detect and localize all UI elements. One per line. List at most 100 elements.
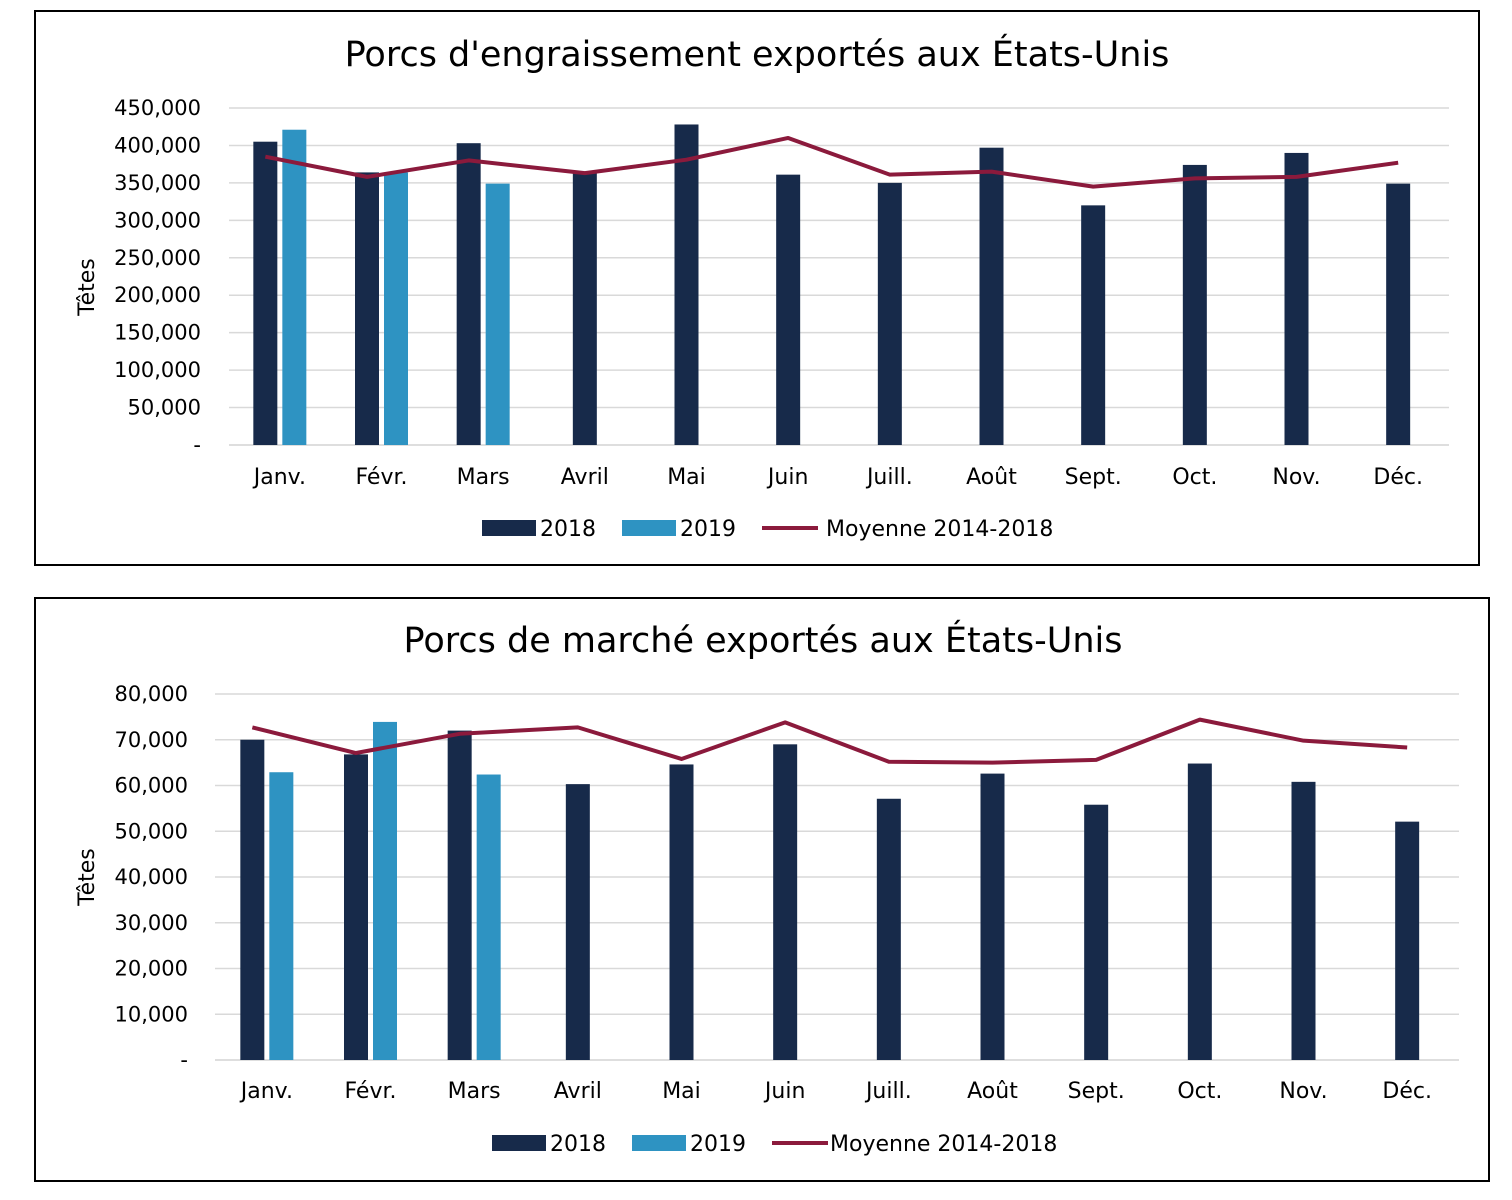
y-tick-label: 450,000 — [114, 96, 201, 120]
bar-2018 — [674, 124, 699, 445]
x-tick-labels: Janv. Févr. Mars Avril Mai Juin Juill. Août Sept… — [239, 1079, 1432, 1104]
y-tick-label: 80,000 — [115, 682, 188, 706]
bar-2018 — [565, 784, 590, 1060]
y-tick-label: 70,000 — [115, 728, 188, 752]
y-tick-label: 60,000 — [115, 774, 188, 798]
x-tick-label: Oct. — [1172, 465, 1217, 490]
bar-2018 — [1084, 804, 1109, 1060]
legend-swatch-2019 — [622, 520, 676, 536]
average-line — [251, 717, 1408, 765]
x-tick-label: Juill. — [864, 1079, 912, 1104]
bar-2018 — [456, 143, 481, 445]
chart-title: Porcs de marché exportés aux États-Unis — [404, 619, 1123, 661]
legend: 2018 2019 Moyenne 2014-2018 — [482, 517, 1053, 542]
y-tick-label: 350,000 — [114, 171, 201, 195]
x-tick-label: Nov. — [1272, 465, 1320, 490]
x-tick-label: Janv. — [252, 465, 306, 490]
x-tick-label: Août — [967, 1079, 1018, 1104]
x-tick-label: Sept. — [1068, 1079, 1125, 1104]
bar-2018 — [253, 141, 278, 445]
bar-2018 — [877, 182, 902, 445]
average-line-path — [251, 717, 1408, 765]
x-tick-label: Juin — [763, 1079, 806, 1104]
chart-title: Porcs d'engraissement exportés aux États… — [345, 33, 1170, 75]
bar-2018 — [572, 172, 597, 445]
y-tick-label: 150,000 — [114, 321, 201, 345]
y-tick-label: 30,000 — [115, 911, 188, 935]
y-tick-label: 400,000 — [114, 133, 201, 157]
y-tick-label: 300,000 — [114, 208, 201, 232]
bar-2018 — [1182, 164, 1207, 445]
y-tick-label: 10,000 — [115, 1002, 188, 1026]
x-tick-label: Févr. — [344, 1079, 396, 1104]
bar-2018 — [344, 754, 368, 1060]
y-tick-labels: - 50,000 100,000 150,000 200,000 250,000 300,0… — [114, 96, 201, 457]
y-tick-labels: - 10,000 20,000 30,000 40,000 50,000 60,000 70,… — [115, 682, 188, 1072]
y-tick-label: 20,000 — [115, 957, 188, 981]
legend: 2018 2019 Moyenne 2014-2018 — [492, 1132, 1057, 1157]
bar-2018 — [240, 739, 265, 1060]
y-tick-label: 100,000 — [114, 358, 201, 382]
bar-2019 — [384, 172, 408, 445]
x-tick-label: Déc. — [1373, 465, 1423, 490]
bars — [253, 124, 1411, 446]
legend-label-average: Moyenne 2014-2018 — [826, 517, 1053, 542]
legend-label-2018: 2018 — [540, 517, 596, 542]
x-tick-label: Oct. — [1177, 1079, 1222, 1104]
bar-2018 — [980, 773, 1005, 1060]
average-line-path — [264, 135, 1399, 189]
y-tick-label: 200,000 — [114, 283, 201, 307]
y-axis-label: Têtes — [75, 258, 100, 317]
bar-2018 — [1081, 205, 1106, 445]
legend-swatch-2018 — [482, 520, 536, 536]
grid-lines — [229, 107, 1449, 446]
bar-2019 — [373, 721, 397, 1060]
bar-2018 — [773, 744, 798, 1060]
legend-swatch-2018 — [492, 1135, 546, 1151]
legend-label-2019: 2019 — [690, 1132, 746, 1157]
x-tick-label: Mars — [448, 1079, 501, 1104]
bar-2018 — [876, 798, 901, 1060]
grid-lines — [215, 693, 1459, 1061]
bar-2019 — [476, 774, 501, 1060]
x-tick-label: Déc. — [1382, 1079, 1432, 1104]
y-tick-label: 250,000 — [114, 246, 201, 270]
bar-2018 — [355, 172, 379, 445]
y-tick-label: 40,000 — [115, 865, 188, 889]
bar-2019 — [282, 129, 307, 445]
x-tick-label: Sept. — [1065, 465, 1122, 490]
chart-svg-engraissement: Porcs d'engraissement exportés aux États… — [75, 33, 1449, 542]
x-tick-label: Mai — [662, 1079, 701, 1104]
x-tick-label: Juill. — [865, 465, 913, 490]
chart-svg-marche: Porcs de marché exportés aux États-Unis … — [75, 619, 1459, 1157]
bar-2019 — [485, 183, 510, 446]
y-tick-label: 50,000 — [128, 396, 201, 420]
bar-2018 — [776, 174, 801, 445]
bar-2018 — [1395, 821, 1420, 1060]
y-tick-label: - — [193, 433, 201, 457]
x-tick-label: Mai — [667, 465, 706, 490]
legend-label-average: Moyenne 2014-2018 — [830, 1132, 1057, 1157]
chart-panel-engraissement: Porcs d'engraissement exportés aux États… — [34, 10, 1480, 566]
bars — [240, 721, 1420, 1060]
x-tick-label: Avril — [561, 465, 609, 490]
average-line — [264, 135, 1399, 189]
legend-label-2019: 2019 — [680, 517, 736, 542]
bar-2018 — [669, 764, 694, 1060]
x-tick-label: Avril — [554, 1079, 602, 1104]
chart-panel-marche: Porcs de marché exportés aux États-Unis … — [34, 597, 1490, 1182]
legend-swatch-2019 — [632, 1135, 686, 1151]
bar-2018 — [1187, 763, 1212, 1060]
x-tick-label: Juin — [766, 465, 809, 490]
x-tick-label: Août — [966, 465, 1017, 490]
x-tick-label: Nov. — [1279, 1079, 1327, 1104]
x-tick-label: Févr. — [355, 465, 407, 490]
x-tick-label: Mars — [457, 465, 510, 490]
bar-2018 — [1386, 183, 1411, 446]
bar-2018 — [979, 147, 1004, 446]
y-tick-label: 50,000 — [115, 819, 188, 843]
x-tick-label: Janv. — [239, 1079, 293, 1104]
y-tick-label: - — [180, 1048, 188, 1072]
y-axis-label: Têtes — [75, 848, 100, 907]
bar-2018 — [1284, 152, 1309, 445]
